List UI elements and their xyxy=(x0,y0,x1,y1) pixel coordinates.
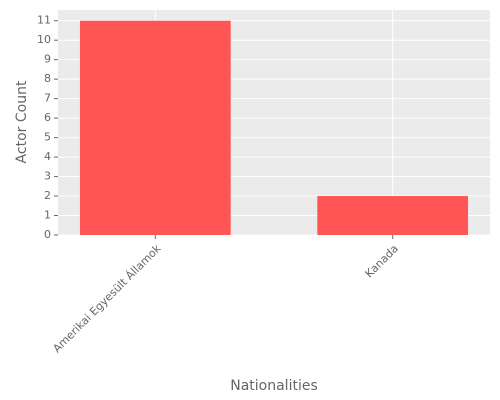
y-tick-label: 7 xyxy=(44,92,51,105)
y-tick-label: 11 xyxy=(37,14,51,27)
x-tick-label: Amerikai Egyesült Államok xyxy=(50,242,164,356)
y-tick-label: 10 xyxy=(37,33,51,46)
y-tick-label: 6 xyxy=(44,111,51,124)
y-tick-label: 5 xyxy=(44,131,51,144)
y-tick-label: 8 xyxy=(44,72,51,85)
x-axis-title: Nationalities xyxy=(230,378,318,394)
y-tick-label: 2 xyxy=(44,189,51,202)
x-tick-label: Kanada xyxy=(363,242,401,280)
y-tick-label: 1 xyxy=(44,209,51,222)
y-tick-label: 0 xyxy=(44,228,51,241)
y-axis-title: Actor Count xyxy=(14,80,30,163)
y-tick-label: 3 xyxy=(44,170,51,183)
bar xyxy=(317,196,469,235)
y-tick-label: 4 xyxy=(44,150,51,163)
y-tick-label: 9 xyxy=(44,53,51,66)
bar xyxy=(79,20,231,236)
